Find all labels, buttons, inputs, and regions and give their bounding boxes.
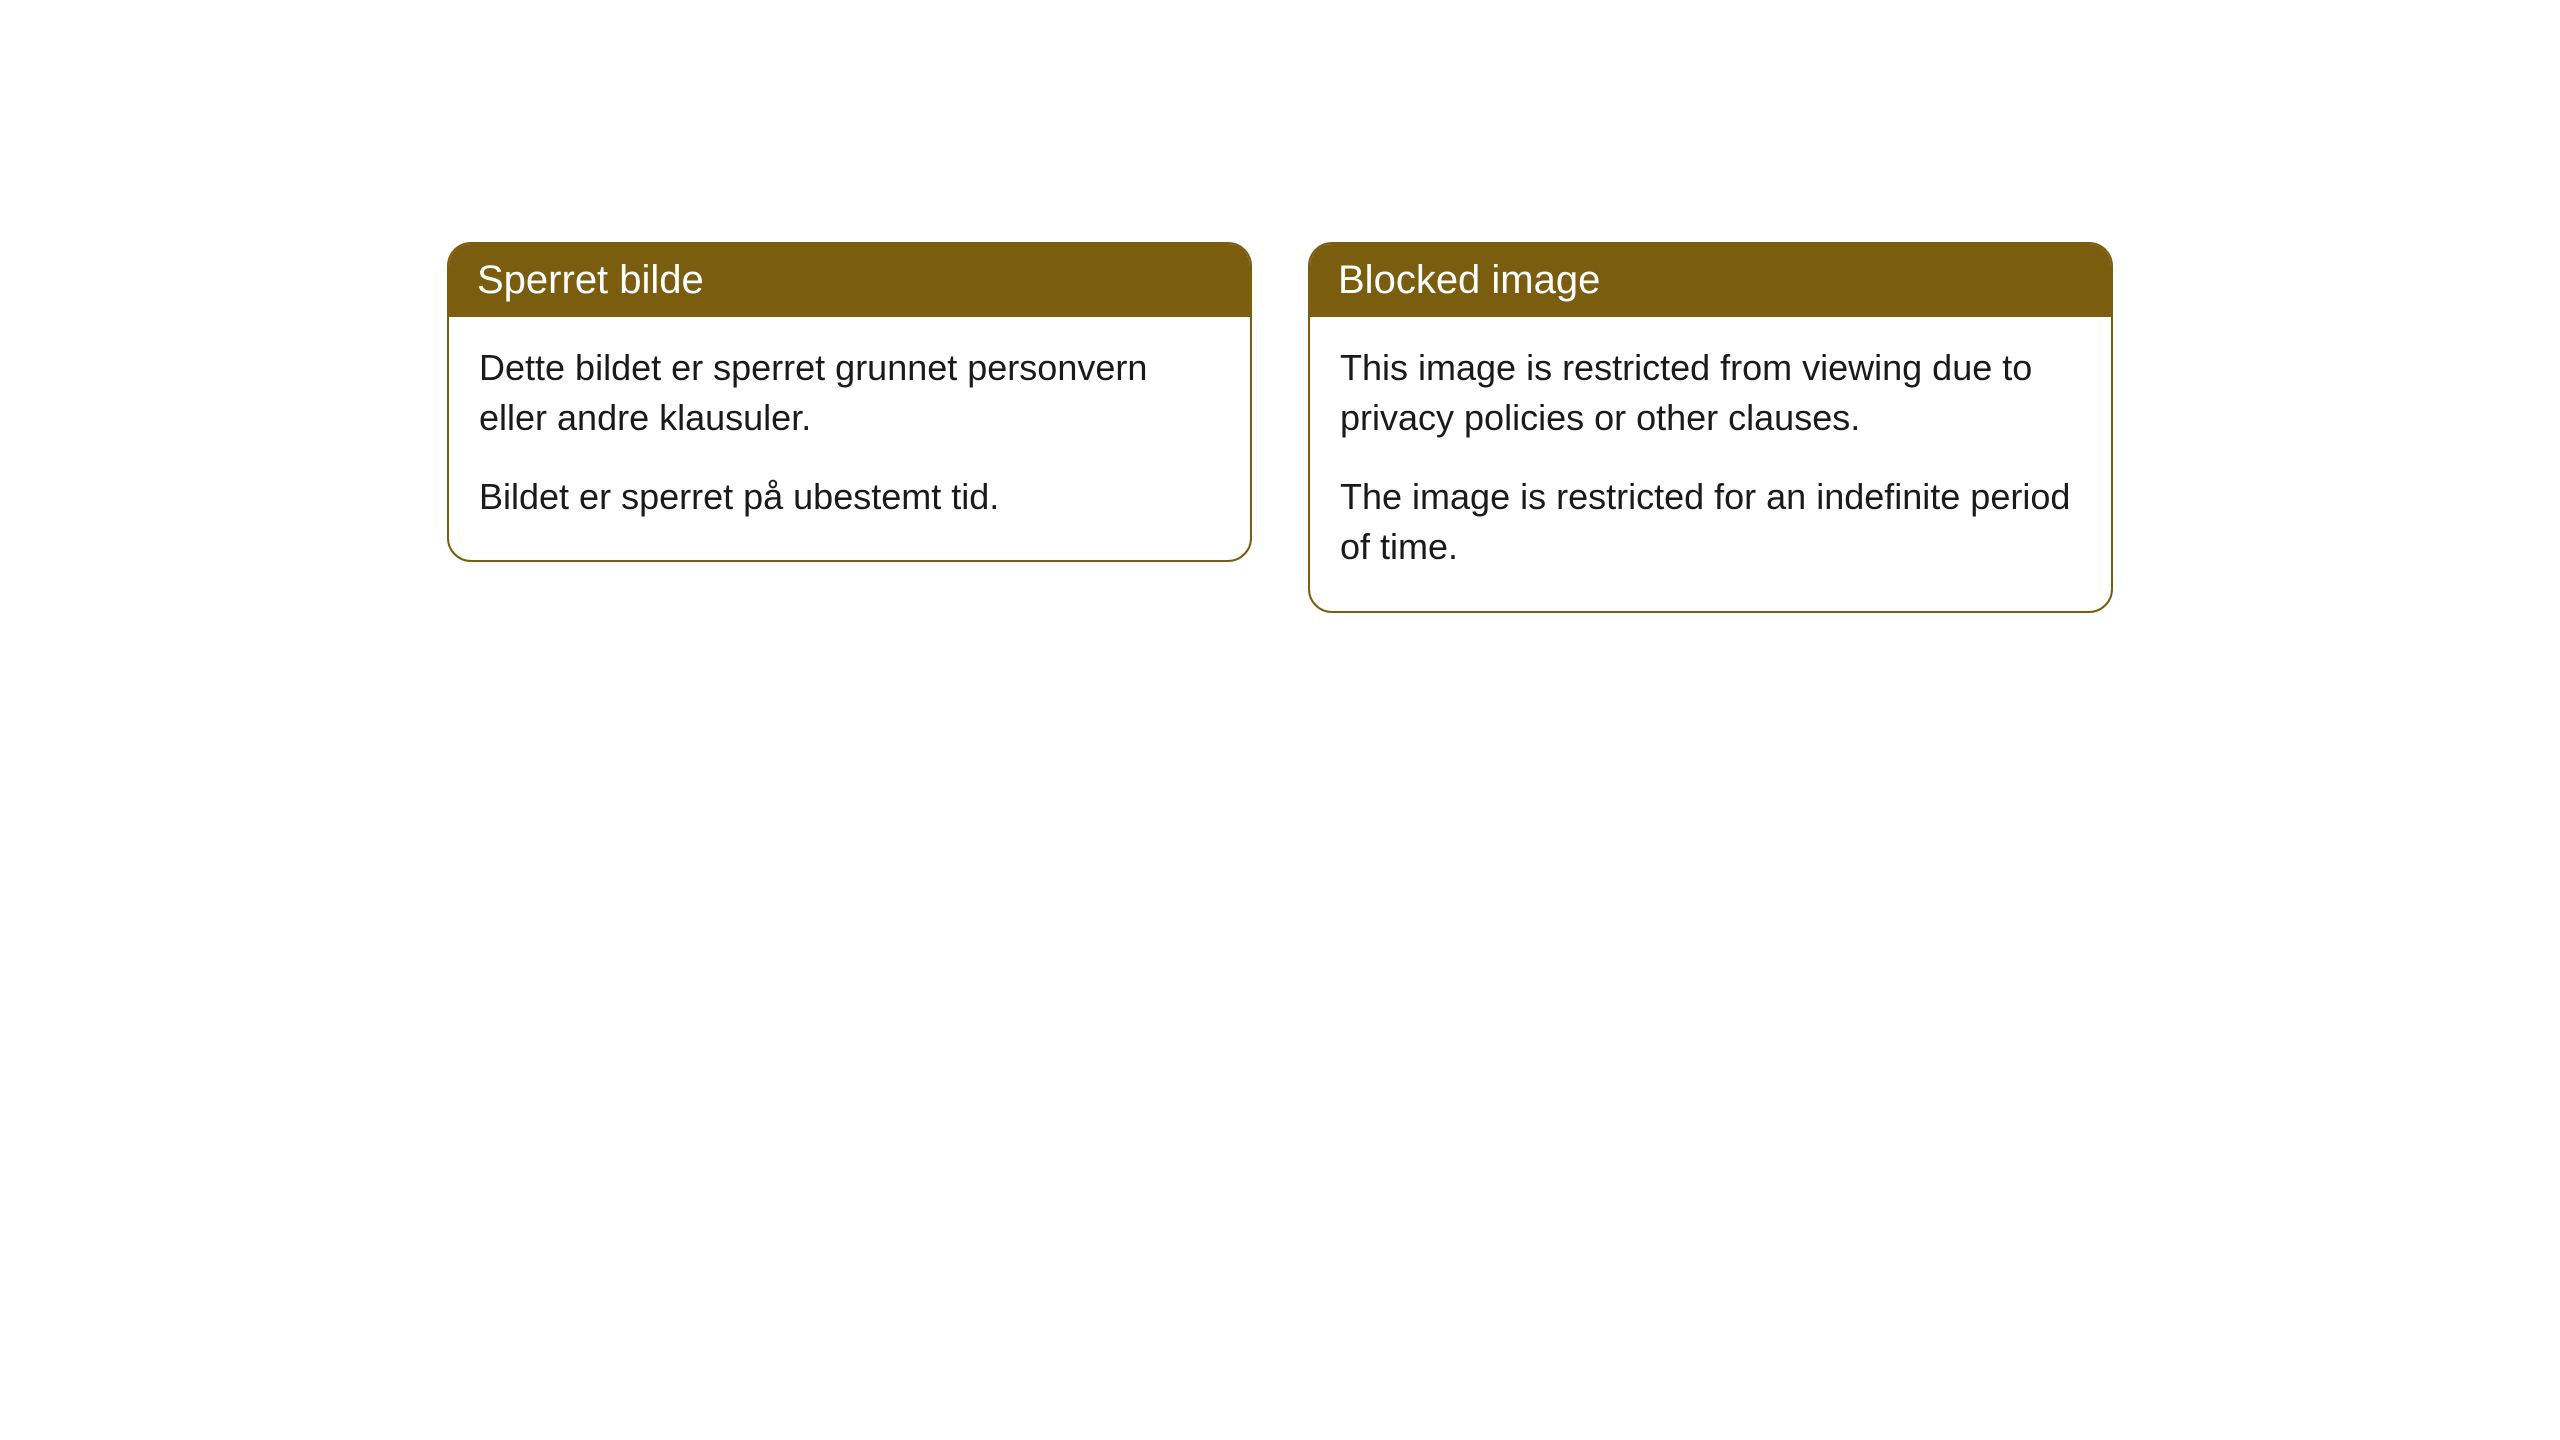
blocked-image-card-english: Blocked image This image is restricted f…: [1308, 242, 2113, 613]
blocked-image-card-norwegian: Sperret bilde Dette bildet er sperret gr…: [447, 242, 1252, 562]
card-header-english: Blocked image: [1310, 244, 2111, 317]
card-paragraph-2-english: The image is restricted for an indefinit…: [1340, 472, 2081, 573]
card-body-norwegian: Dette bildet er sperret grunnet personve…: [449, 317, 1250, 560]
card-body-english: This image is restricted from viewing du…: [1310, 317, 2111, 611]
card-paragraph-1-norwegian: Dette bildet er sperret grunnet personve…: [479, 343, 1220, 444]
card-paragraph-2-norwegian: Bildet er sperret på ubestemt tid.: [479, 472, 1220, 522]
card-paragraph-1-english: This image is restricted from viewing du…: [1340, 343, 2081, 444]
card-title-norwegian: Sperret bilde: [477, 258, 704, 302]
card-header-norwegian: Sperret bilde: [449, 244, 1250, 317]
card-title-english: Blocked image: [1338, 258, 1600, 302]
